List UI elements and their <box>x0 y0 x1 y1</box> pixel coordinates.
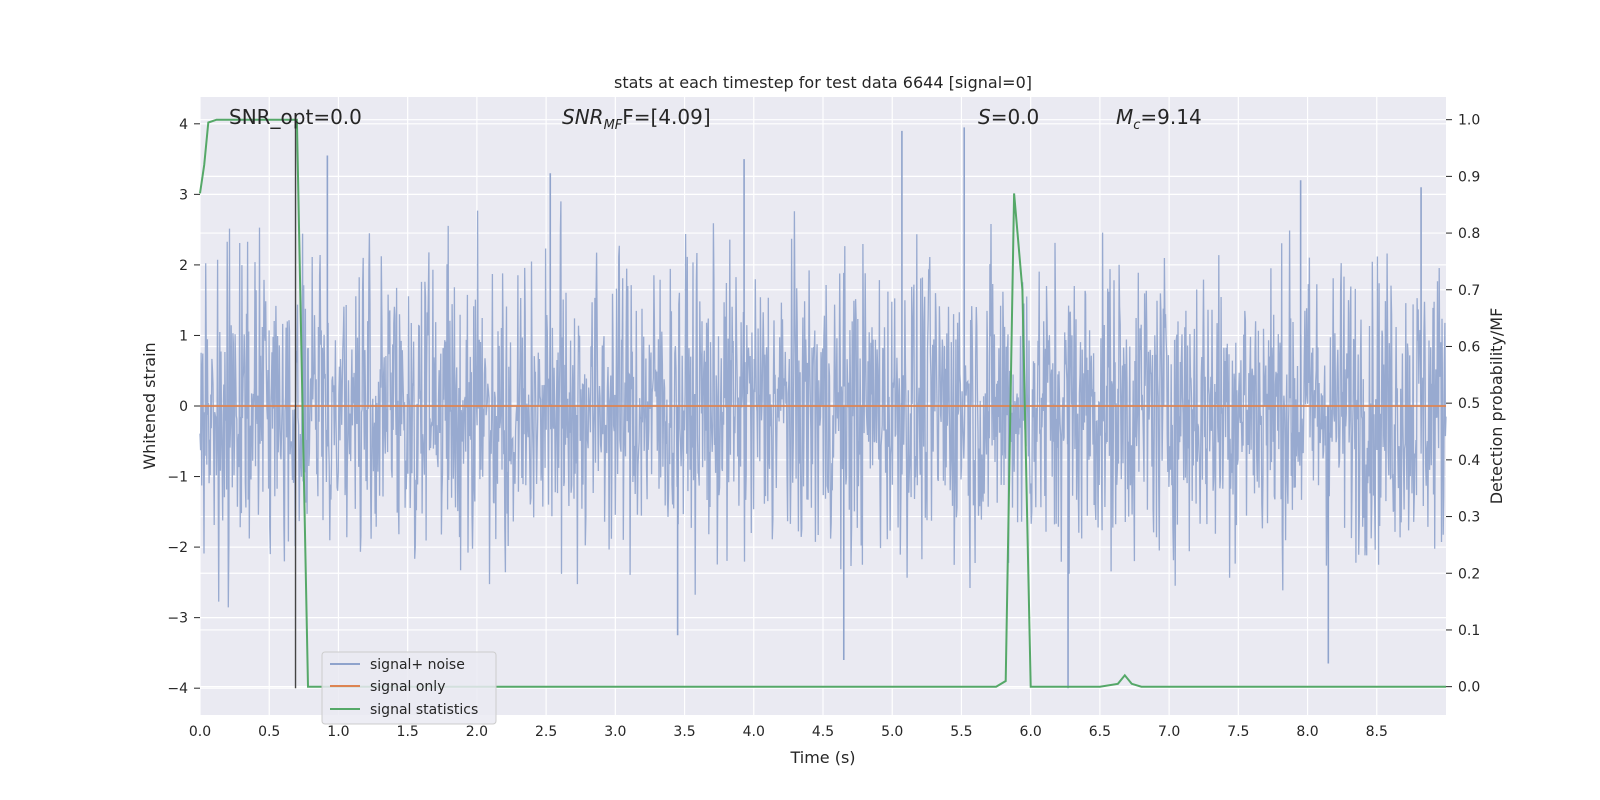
y-right-tick-label: 0.3 <box>1458 510 1480 526</box>
annotation-mc-sub: c <box>1133 118 1140 133</box>
legend-label-signal-statistics: signal statistics <box>370 702 478 718</box>
series-signal-noise-line <box>199 201 1447 608</box>
series-signal-noise <box>199 127 1447 689</box>
x-tick-label: 4.5 <box>812 724 834 740</box>
x-tick-label: 0.0 <box>189 724 211 740</box>
x-tick-label: 3.5 <box>673 724 695 740</box>
x-tick-label: 1.0 <box>327 724 349 740</box>
legend-label-signal-noise: signal+ noise <box>370 657 465 673</box>
series-signal-statistics <box>199 118 1446 688</box>
y-right-tick-label: 0.9 <box>1458 169 1480 185</box>
annotation-snr-mf-sub: MF <box>604 118 623 133</box>
x-tick-label: 8.0 <box>1296 724 1318 740</box>
y-left-tick-label: 1 <box>179 328 188 344</box>
x-tick-label: 8.5 <box>1366 724 1388 740</box>
y-left-tick-label: 2 <box>179 258 188 274</box>
y-right-tick-label: 0.2 <box>1458 566 1480 582</box>
legend-label-signal-only: signal only <box>370 679 445 695</box>
y-right-tick-label: 0.5 <box>1458 396 1480 412</box>
x-tick-label: 4.0 <box>743 724 765 740</box>
x-tick-label: 6.5 <box>1089 724 1111 740</box>
y-left-tick-label: −4 <box>167 681 188 697</box>
x-tick-label: 6.0 <box>1020 724 1042 740</box>
annotation-mc: Mc=9.14 <box>1116 105 1202 133</box>
y-right-tick-labels: 0.0 0.1 0.2 0.3 0.4 0.5 0.6 0.7 0.8 0.9 1.0 <box>1446 113 1480 696</box>
y-right-tick-label: 1.0 <box>1458 113 1480 129</box>
x-tick-label: 2.5 <box>535 724 557 740</box>
y-left-tick-label: −2 <box>167 540 188 556</box>
annotation-s-main: S <box>978 105 991 129</box>
x-axis-label: Time (s) <box>789 748 855 767</box>
x-tick-label: 5.0 <box>881 724 903 740</box>
x-tick-label: 0.5 <box>258 724 280 740</box>
y-left-tick-label: 3 <box>179 187 188 203</box>
x-tick-labels: 0.0 0.5 1.0 1.5 2.0 2.5 3.0 3.5 4.0 4.5 5.0 5.5 6.0 6… <box>189 724 1388 740</box>
series-signal-statistics-line <box>199 118 1446 688</box>
annotation-snr-opt: SNR_opt=0.0 <box>229 105 362 129</box>
x-tick-label: 7.0 <box>1158 724 1180 740</box>
y-right-tick-label: 0.4 <box>1458 453 1480 469</box>
y-right-tick-label: 0.8 <box>1458 226 1480 242</box>
y-right-tick-label: 0.6 <box>1458 339 1480 355</box>
y-left-axis-label: Whitened strain <box>140 342 159 469</box>
y-left-tick-label: 0 <box>179 399 188 415</box>
y-left-tick-label: 4 <box>179 117 188 133</box>
y-left-tick-label: −3 <box>167 611 188 627</box>
y-right-tick-label: 0.1 <box>1458 623 1480 639</box>
legend: signal+ noise signal only signal statist… <box>321 651 497 725</box>
y-right-axis-label: Detection probability/MF <box>1487 308 1506 505</box>
annotation-s: S=0.0 <box>978 105 1039 129</box>
legend-box <box>321 651 497 725</box>
y-right-tick-label: 0.0 <box>1458 680 1480 696</box>
annotation-snr-mf-main: SNR <box>562 105 604 129</box>
chart-title: stats at each timestep for test data 664… <box>614 73 1032 92</box>
x-tick-label: 7.5 <box>1227 724 1249 740</box>
y-right-tick-label: 0.7 <box>1458 283 1480 299</box>
x-tick-label: 1.5 <box>397 724 419 740</box>
x-tick-label: 5.5 <box>950 724 972 740</box>
annotation-snr-mf: SNRMFF=[4.09] <box>562 105 711 133</box>
x-tick-label: 2.0 <box>466 724 488 740</box>
annotation-mc-rest: =9.14 <box>1140 105 1201 129</box>
y-left-tick-labels: −4 −3 −2 −1 0 1 2 3 4 <box>167 117 200 697</box>
y-left-tick-label: −1 <box>167 470 188 486</box>
annotation-s-rest: =0.0 <box>991 105 1040 129</box>
annotation-snr-mf-rest: F=[4.09] <box>622 105 710 129</box>
x-tick-label: 3.0 <box>604 724 626 740</box>
annotation-mc-main: M <box>1116 105 1133 129</box>
